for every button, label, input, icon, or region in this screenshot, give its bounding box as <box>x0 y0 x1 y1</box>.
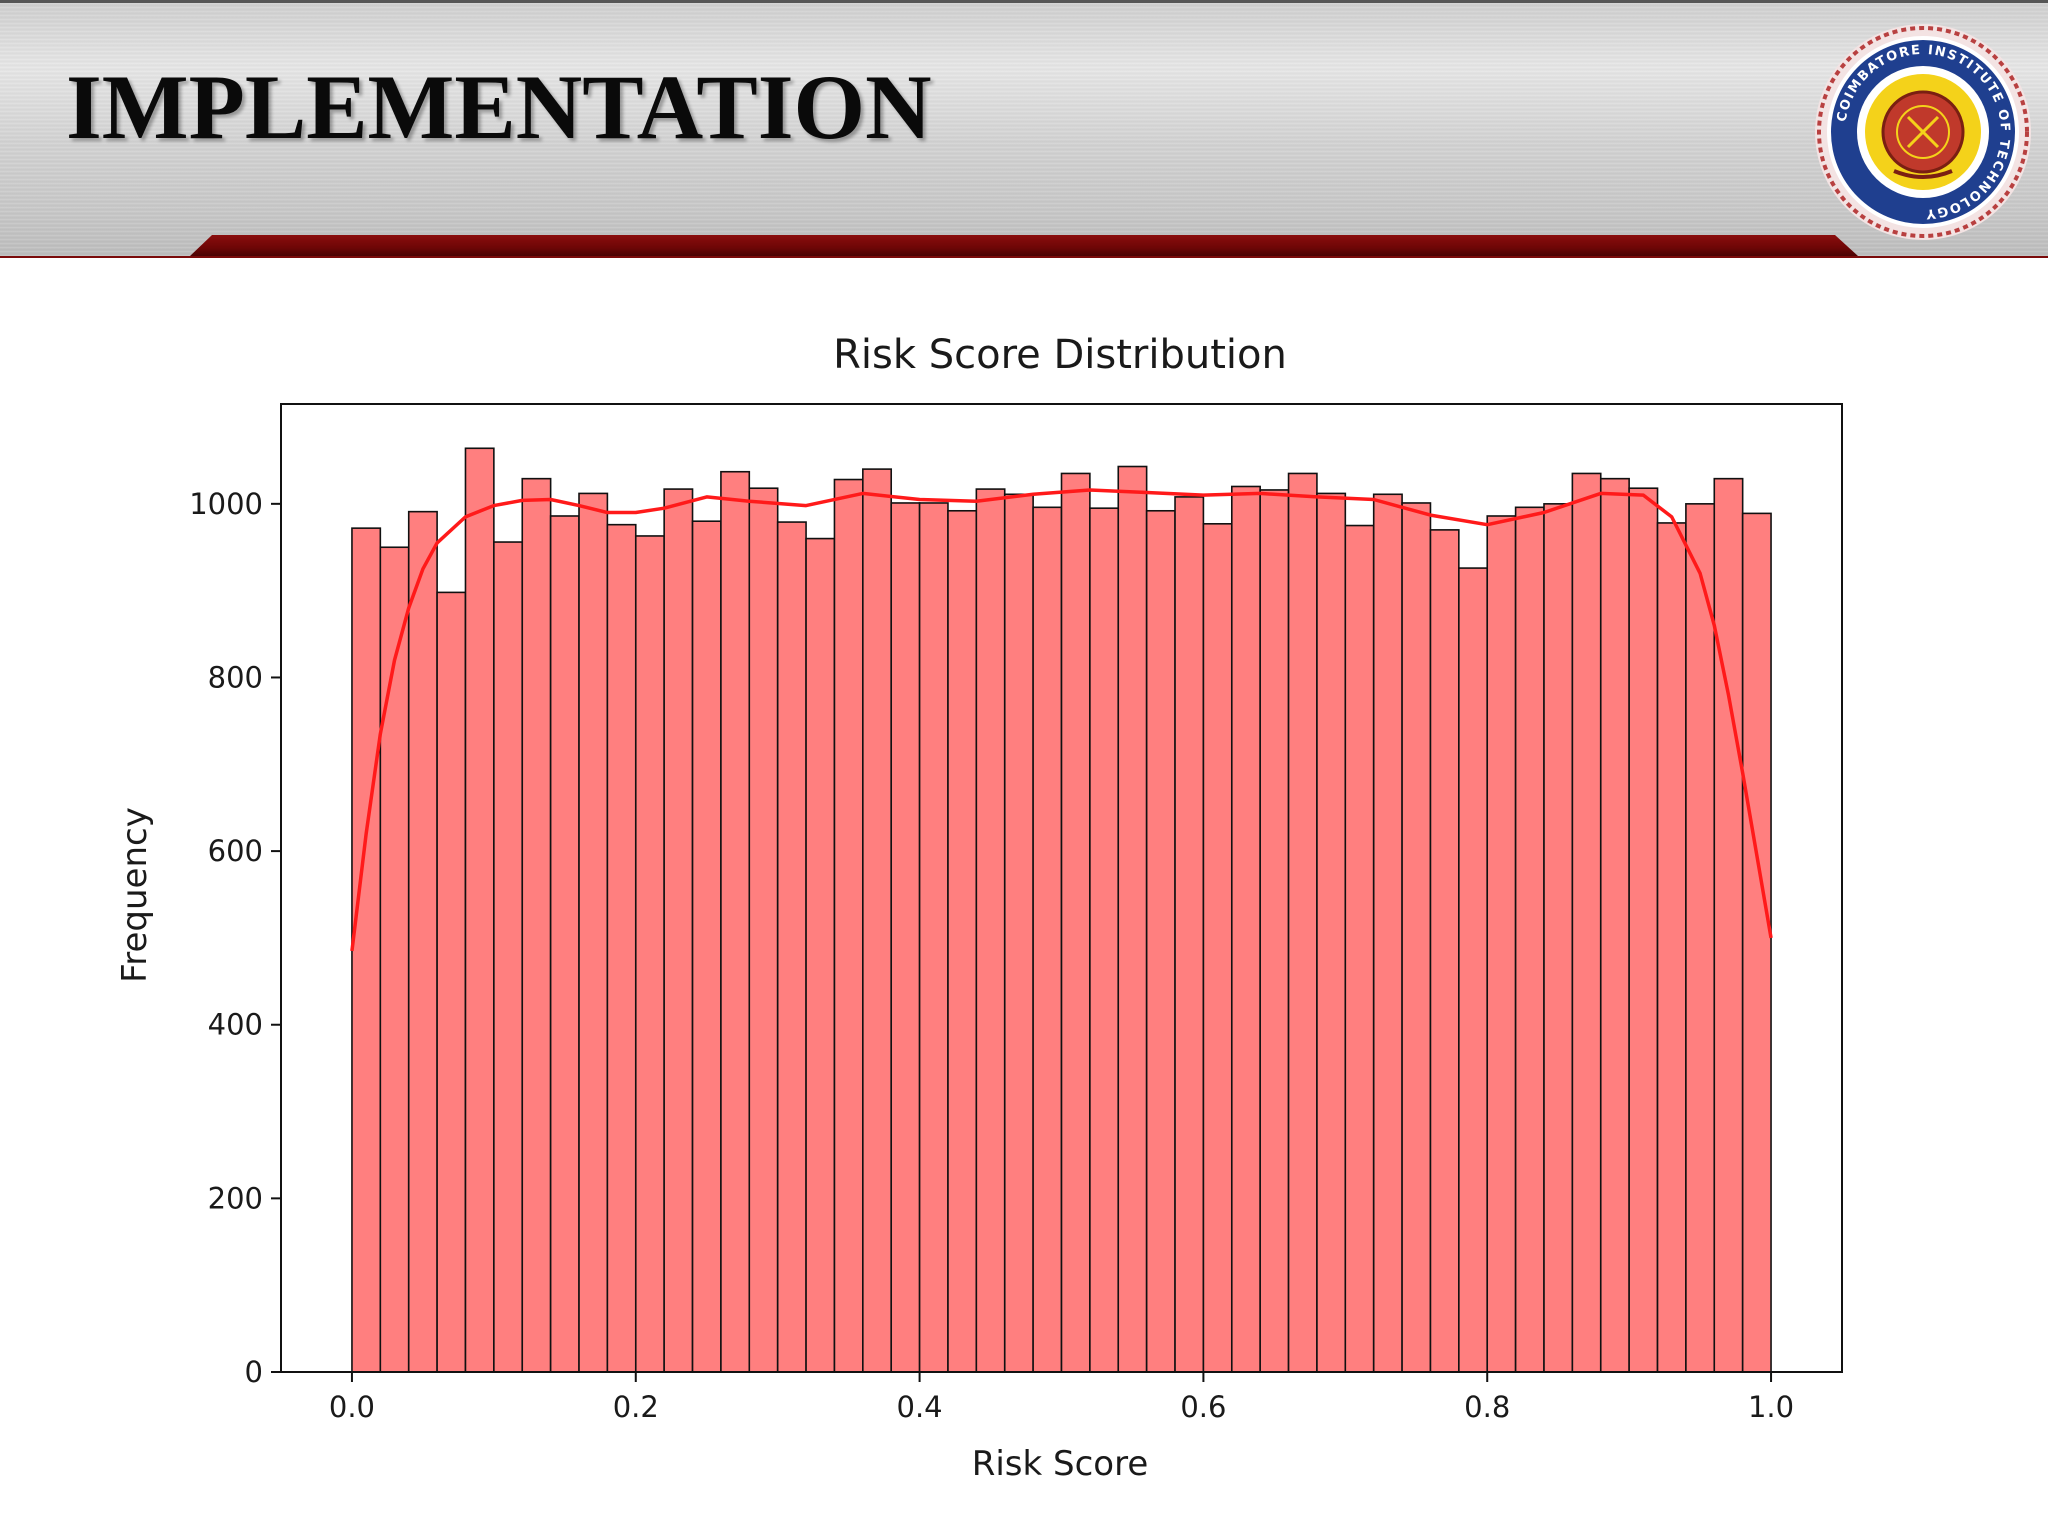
histogram-bar <box>1003 493 1034 1373</box>
histogram-bar <box>436 591 467 1373</box>
bars-group <box>351 447 1772 1373</box>
histogram-bar <box>1287 472 1318 1373</box>
histogram-bar <box>1145 509 1176 1373</box>
histogram-bar <box>776 521 807 1373</box>
risk-score-histogram: Risk Score Distribution 0.0 0.2 0.4 0.6 0.8 1… <box>115 332 1843 1484</box>
histogram-bar <box>1089 507 1120 1373</box>
y-tick-label: 1000 <box>189 487 263 521</box>
x-axis-label: Risk Score <box>972 1444 1149 1484</box>
histogram-bar <box>1458 567 1489 1373</box>
histogram-bar <box>1429 529 1460 1373</box>
histogram-bar <box>947 509 978 1373</box>
histogram-bar <box>493 541 524 1373</box>
y-tick-label: 0 <box>245 1355 263 1389</box>
histogram-bar <box>464 447 495 1373</box>
histogram-bar <box>918 502 949 1373</box>
histogram-bar <box>1117 465 1148 1373</box>
x-tick-label: 1.0 <box>1748 1390 1794 1424</box>
histogram-bar <box>379 546 410 1373</box>
histogram-bar <box>833 478 864 1373</box>
histogram-bar <box>1230 485 1261 1373</box>
y-tick-label: 200 <box>208 1181 263 1215</box>
plot-frame <box>280 403 1843 1373</box>
header-accent-stripe <box>0 235 2048 258</box>
histogram-bar <box>1372 493 1403 1373</box>
histogram-bar <box>1174 496 1205 1373</box>
histogram-bar <box>1713 477 1744 1373</box>
chart-title: Risk Score Distribution <box>833 332 1287 378</box>
x-tick-label: 0.6 <box>1180 1390 1226 1424</box>
histogram-bar <box>1599 477 1630 1373</box>
histogram-bar <box>407 510 438 1373</box>
histogram-bar <box>549 515 580 1373</box>
histogram-bar <box>1060 472 1091 1373</box>
histogram-bar <box>1202 523 1233 1373</box>
histogram-bar <box>578 492 609 1373</box>
histogram-bar <box>720 470 751 1373</box>
y-tick-label: 400 <box>208 1008 263 1042</box>
histogram-bar <box>1741 512 1772 1373</box>
histogram-bar <box>862 468 893 1373</box>
histogram-bar <box>805 537 836 1373</box>
x-tick-label: 0.2 <box>613 1390 659 1424</box>
x-tick-label: 0.4 <box>897 1390 943 1424</box>
x-tick-label: 0.0 <box>329 1390 375 1424</box>
histogram-bar <box>1316 492 1347 1373</box>
histogram-bar <box>1032 506 1063 1373</box>
y-axis-ticks: 0 200 400 600 800 1000 <box>189 487 281 1389</box>
histogram-bar <box>663 488 694 1373</box>
y-tick-label: 800 <box>208 660 263 694</box>
slide-title: IMPLEMENTATION <box>66 56 932 158</box>
histogram-bar <box>1401 502 1432 1373</box>
histogram-bar <box>1685 503 1716 1373</box>
histogram-bar <box>1514 506 1545 1373</box>
histogram-bar <box>748 487 779 1373</box>
kde-curve <box>350 488 1773 952</box>
histogram-bar <box>1259 489 1290 1373</box>
histogram-bar <box>890 502 921 1373</box>
histogram-bar <box>1656 522 1687 1373</box>
histogram-bar <box>691 520 722 1373</box>
histogram-bar <box>1628 487 1659 1373</box>
histogram-bar <box>1486 515 1517 1373</box>
histogram-bar <box>634 535 665 1373</box>
histogram-bar <box>1344 524 1375 1373</box>
slide-header: IMPLEMENTATION COIMBATORE INSTITUTE OF T… <box>0 0 2048 258</box>
institute-seal-icon: COIMBATORE INSTITUTE OF TECHNOLOGY <box>1815 24 2031 240</box>
histogram-bar <box>1543 503 1574 1373</box>
y-tick-label: 600 <box>208 834 263 868</box>
x-tick-label: 0.8 <box>1464 1390 1510 1424</box>
histogram-bar <box>521 477 552 1373</box>
histogram-bar <box>351 527 382 1373</box>
chart-container: Risk Score Distribution 0.0 0.2 0.4 0.6 0.8 1… <box>20 325 2010 1485</box>
histogram-bar <box>975 488 1006 1373</box>
histogram-bar <box>1571 472 1602 1373</box>
y-axis-label: Frequency <box>115 807 155 983</box>
x-axis-ticks: 0.0 0.2 0.4 0.6 0.8 1.0 <box>329 1372 1794 1424</box>
histogram-bar <box>606 523 637 1373</box>
